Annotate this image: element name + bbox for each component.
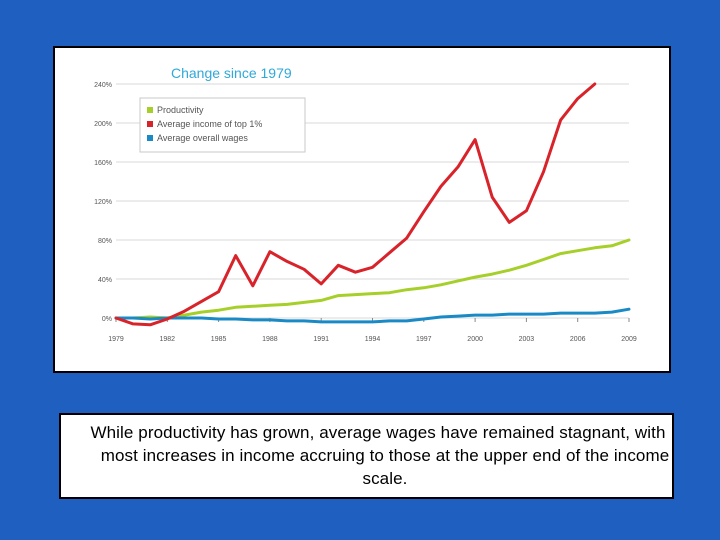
series-line-top1 <box>114 82 597 327</box>
caption-box: While productivity has grown, average wa… <box>59 413 674 499</box>
series-line-wages <box>114 307 631 324</box>
y-tick-labels: 0% 40% 80% 120% 160% 200% 240% <box>94 82 112 323</box>
x-tick-label: 2003 <box>519 336 535 343</box>
x-tick-label: 1991 <box>313 336 329 343</box>
x-tick-label: 2000 <box>467 336 483 343</box>
y-tick-label: 200% <box>94 121 112 128</box>
x-tick-label: 2009 <box>621 336 637 343</box>
series-lines <box>114 82 631 327</box>
legend-box <box>139 97 306 153</box>
caption-text: While productivity has grown, average wa… <box>90 423 670 488</box>
x-tick-label: 1988 <box>262 336 278 343</box>
chart-title: Change since 1979 <box>171 65 292 81</box>
x-tick-label: 2006 <box>570 336 586 343</box>
x-tick-labels: 1979 1982 1985 1988 1991 1994 1997 2000 2003 2006… <box>108 336 637 343</box>
legend-swatch-wages <box>147 135 153 141</box>
legend-label-top1: Average income of top 1% <box>157 119 262 129</box>
x-tick-label: 1994 <box>365 336 381 343</box>
y-tick-label: 240% <box>94 82 112 89</box>
y-tick-label: 80% <box>98 238 112 245</box>
y-tick-label: 160% <box>94 160 112 167</box>
x-tick-label: 1979 <box>108 336 124 343</box>
legend-label-wages: Average overall wages <box>157 133 248 143</box>
chart-legend: Productivity Average income of top 1% Av… <box>139 97 306 153</box>
legend-label-productivity: Productivity <box>157 105 204 115</box>
y-tick-label: 0% <box>102 316 112 323</box>
legend-swatch-top1 <box>147 121 153 127</box>
y-tick-label: 120% <box>94 199 112 206</box>
x-tick-label: 1982 <box>160 336 176 343</box>
x-tick-label: 1985 <box>211 336 227 343</box>
line-chart: Change since 1979 0% 40% 80% 120% 160% 200% 24… <box>94 65 637 343</box>
series-line-productivity <box>114 238 631 320</box>
chart-panel: Change since 1979 0% 40% 80% 120% 160% 200% 24… <box>53 46 671 373</box>
x-tick-label: 1997 <box>416 336 432 343</box>
y-tick-label: 40% <box>98 277 112 284</box>
legend-swatch-productivity <box>147 107 153 113</box>
